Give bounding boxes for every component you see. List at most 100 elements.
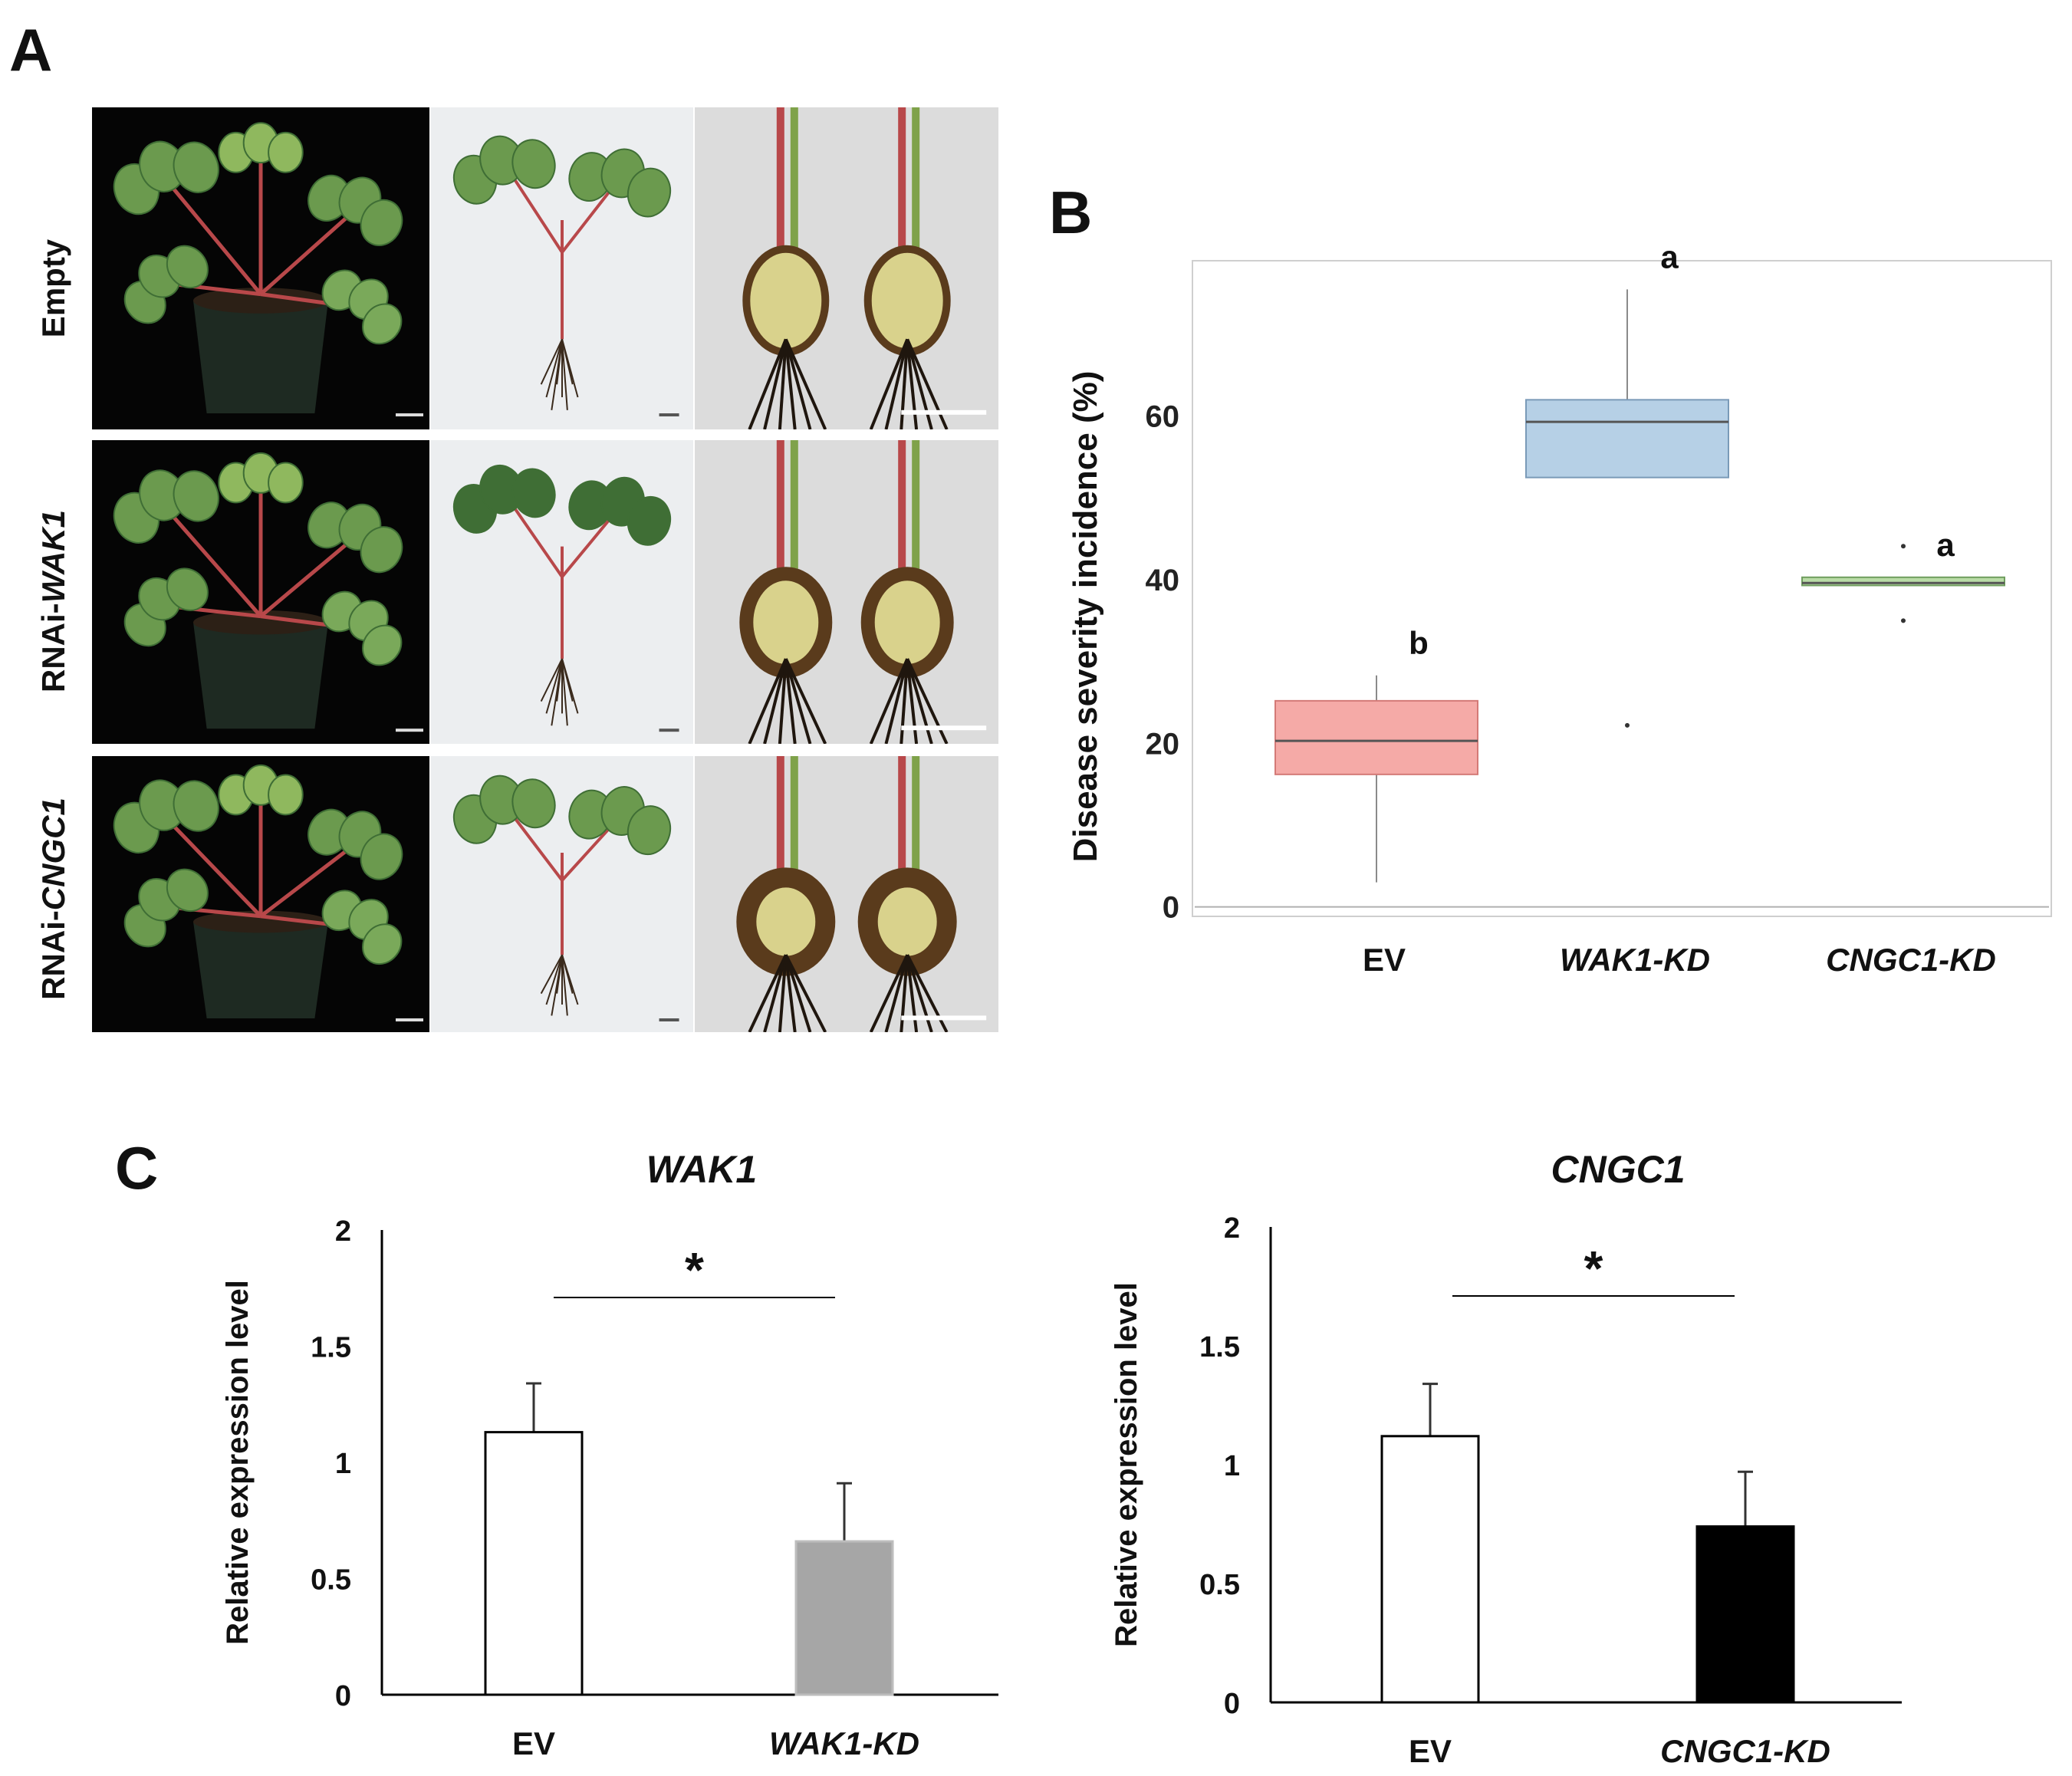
y-tick-label: 2 bbox=[335, 1215, 351, 1248]
leaflet-group bbox=[113, 140, 219, 215]
leaflet-group bbox=[123, 868, 209, 948]
photo-image bbox=[92, 440, 429, 744]
leaflet-group bbox=[452, 775, 556, 844]
photo-background bbox=[695, 756, 998, 1032]
root bbox=[545, 339, 563, 398]
significance-star: * bbox=[685, 1242, 704, 1297]
scale-bar bbox=[659, 413, 679, 416]
root bbox=[748, 658, 788, 744]
root bbox=[784, 954, 827, 1032]
chart-title: CNGC1 bbox=[1551, 1148, 1685, 1191]
scale-bar bbox=[901, 409, 987, 415]
petiole bbox=[898, 756, 906, 908]
leaflet-group bbox=[568, 148, 672, 218]
photo-rnai-cngc1-crown-closeup bbox=[695, 756, 998, 1032]
leaflet-group bbox=[308, 174, 403, 246]
x-tick-label: CNGC1-KD bbox=[1660, 1733, 1830, 1769]
root bbox=[884, 954, 909, 1032]
leaflet bbox=[511, 468, 556, 518]
root bbox=[869, 954, 909, 1032]
panel-label-c: C bbox=[115, 1134, 159, 1202]
photo-rnai-wak1-potted-plant bbox=[92, 440, 429, 744]
root bbox=[884, 338, 909, 429]
leaflet bbox=[627, 805, 672, 856]
row-label-prefix: Empty bbox=[35, 238, 71, 338]
y-tick-label: 0 bbox=[335, 1680, 351, 1712]
stem bbox=[508, 810, 564, 882]
row-label-rnai-cngc1: RNAi-CNGC1 bbox=[35, 761, 72, 1037]
y-axis-label: Disease severity incidence (%) bbox=[1067, 371, 1104, 863]
leaflet-group bbox=[568, 786, 672, 856]
root bbox=[778, 658, 788, 744]
bar-chart-cngc1-expression: CNGC1 Relative expression level 0 0.5 1 1.5 2 E… bbox=[1110, 1148, 1902, 1769]
leaflet-group bbox=[321, 590, 403, 666]
bar-group-ev: EV bbox=[1380, 1383, 1480, 1769]
pot bbox=[193, 301, 328, 413]
leaflet-group bbox=[113, 779, 219, 853]
bar bbox=[1695, 1525, 1795, 1704]
x-tick-label: CNGC1-KD bbox=[1826, 942, 1996, 978]
row-label-gene: CNGC1 bbox=[35, 798, 71, 911]
root bbox=[784, 658, 797, 744]
leaflet-group bbox=[321, 269, 403, 345]
leaflet bbox=[268, 131, 304, 173]
root bbox=[778, 339, 788, 429]
root bbox=[545, 954, 563, 1005]
leaflet-group bbox=[123, 567, 209, 647]
bar-group-ev: EV bbox=[484, 1382, 584, 1761]
photo-image bbox=[431, 756, 693, 1032]
petiole bbox=[898, 440, 906, 607]
root bbox=[561, 955, 568, 1016]
root bbox=[540, 338, 563, 385]
y-axis-label: Relative expression level bbox=[1110, 1282, 1143, 1647]
scale-bar bbox=[901, 725, 987, 731]
scale-bar bbox=[396, 413, 423, 416]
significance-star: * bbox=[1584, 1241, 1603, 1296]
scale-bar bbox=[396, 728, 423, 732]
photo-image bbox=[695, 756, 998, 1032]
scale-bar bbox=[901, 1015, 987, 1021]
petiole bbox=[776, 107, 784, 284]
stem bbox=[158, 499, 262, 618]
row-label-prefix: RNAi- bbox=[35, 910, 71, 1000]
leaflet-group bbox=[308, 808, 403, 880]
root bbox=[784, 954, 812, 1032]
petiole bbox=[912, 440, 920, 607]
root bbox=[545, 658, 563, 714]
crown-section bbox=[860, 567, 954, 678]
leaflet bbox=[360, 199, 403, 246]
x-tick-label: EV bbox=[1363, 942, 1406, 978]
leaflet-group bbox=[452, 464, 556, 534]
root bbox=[784, 338, 812, 429]
y-tick-label: 40 bbox=[1146, 564, 1180, 597]
y-tick-label: 20 bbox=[1146, 727, 1180, 761]
stem bbox=[259, 202, 363, 296]
box-wak1-kd: a WAK1-KD bbox=[1525, 245, 1729, 978]
leaflet bbox=[268, 774, 304, 816]
y-tick-label: 0 bbox=[1163, 891, 1179, 925]
box-body bbox=[1274, 699, 1478, 775]
root bbox=[561, 339, 568, 410]
leaflet bbox=[166, 245, 209, 289]
scale-bar bbox=[659, 728, 679, 732]
leaflet-group bbox=[308, 502, 403, 574]
significance-letter: a bbox=[1660, 245, 1679, 275]
root bbox=[561, 339, 579, 398]
photo-rnai-wak1-whole-plant bbox=[431, 440, 693, 744]
box-body bbox=[1525, 399, 1729, 479]
root bbox=[556, 658, 563, 702]
row-label-empty: Empty bbox=[35, 219, 72, 357]
leaflet bbox=[268, 462, 304, 504]
y-tick-label: 0 bbox=[1224, 1688, 1240, 1720]
y-tick-label: 1 bbox=[335, 1448, 351, 1480]
root bbox=[784, 338, 827, 429]
leaflet bbox=[360, 833, 403, 880]
soil bbox=[193, 610, 328, 635]
root bbox=[556, 955, 563, 994]
leaflet bbox=[361, 923, 403, 965]
photo-rnai-wak1-crown-closeup bbox=[695, 440, 998, 744]
leaflet bbox=[173, 780, 219, 832]
photo-empty-potted-plant bbox=[92, 107, 429, 429]
root bbox=[748, 338, 788, 429]
root bbox=[763, 658, 788, 744]
